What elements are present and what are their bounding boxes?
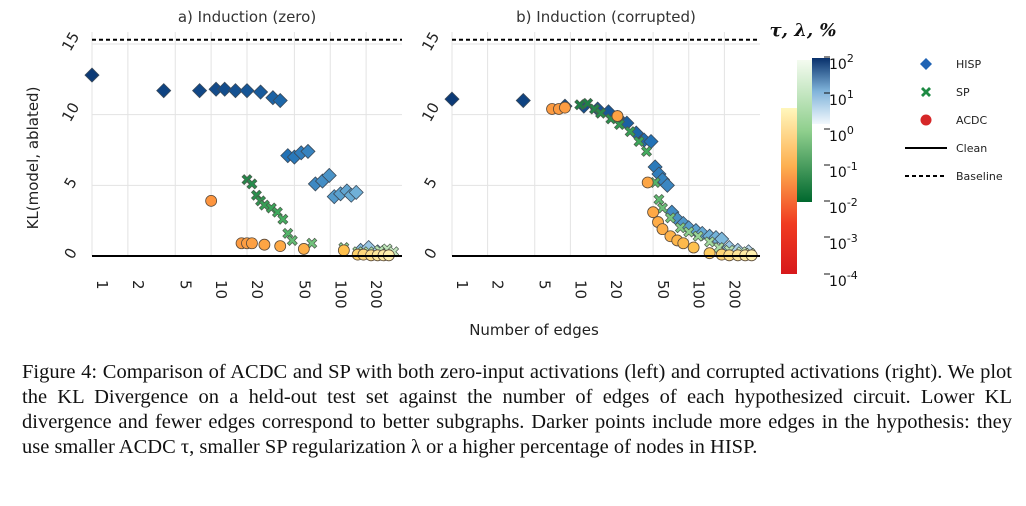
sp-point: [641, 145, 653, 157]
x-tick-label: 1: [93, 280, 111, 290]
acdc-point: [647, 206, 660, 219]
y-tick-label: 15: [418, 29, 443, 55]
hisp-point: [156, 83, 172, 99]
acdc-point: [258, 238, 271, 251]
hisp-point: [84, 67, 100, 83]
panel-induction-zero: 1 2 5 10 20 50 100 200 0 5 10 15 a) Induction (zero): [58, 8, 402, 309]
panel-induction-corrupted: 1 2 5 10 20 50 100 200 0 5 10 15 b) Induction (corru…: [418, 8, 760, 309]
sp-point: [286, 234, 298, 246]
x-tick-label: 50: [295, 280, 313, 299]
colorbar: τ, λ, % 102 101 100 10-1 10-2 10-3 10-4: [770, 20, 858, 290]
hisp-point: [192, 83, 208, 99]
sp-point: [277, 213, 289, 225]
y-tick-label: 10: [418, 99, 443, 125]
panel-title: b) Induction (corrupted): [516, 8, 696, 26]
legend-label: SP: [956, 86, 970, 99]
x-tick-label: 100: [331, 280, 349, 309]
sp-point: [692, 230, 704, 242]
hisp-point: [227, 83, 244, 99]
hisp-point: [348, 184, 364, 200]
colorbar-tick-label: 10-2: [829, 196, 858, 217]
x-axis-label: Number of edges: [469, 321, 599, 339]
hisp-point: [300, 143, 316, 159]
legend-label: HISP: [956, 58, 981, 71]
x-tick-label: 10: [571, 280, 589, 299]
hisp-point: [321, 167, 337, 184]
colorbar-tick-label: 102: [829, 52, 854, 73]
hisp-point: [515, 92, 531, 109]
acdc-point: [337, 244, 350, 257]
acdc-point: [297, 243, 310, 255]
y-tick-label: 5: [420, 174, 440, 191]
legend: HISP SP ACDC Clean Baseline: [905, 58, 1003, 183]
legend-label: Baseline: [956, 170, 1003, 183]
legend-acdc-icon: [920, 114, 932, 126]
acdc-point: [703, 247, 716, 260]
legend-label: Clean: [956, 142, 987, 155]
hisp-point: [659, 177, 675, 193]
x-tick-label: 100: [690, 280, 708, 309]
colorbar-tick-label: 10-3: [829, 232, 858, 253]
x-tick-label: 200: [725, 280, 743, 309]
sp-point: [246, 178, 258, 190]
y-axis-label: KL(model, ablated): [24, 87, 42, 230]
acdc-point: [246, 237, 258, 250]
colorbar-tick-label: 10-4: [829, 269, 858, 290]
x-tick-label: 20: [607, 280, 625, 299]
hisp-point: [444, 91, 460, 107]
panel-title: a) Induction (zero): [178, 8, 316, 26]
acdc-point: [611, 110, 624, 122]
x-tick-label: 2: [129, 280, 147, 290]
x-tick-label: 1: [453, 280, 471, 290]
sp-point: [683, 226, 695, 238]
figure-caption: Figure 4: Comparison of ACDC and SP with…: [22, 361, 1012, 458]
colorbar-tick-label: 100: [829, 124, 854, 145]
sp-point: [653, 193, 665, 205]
colorbar-label: τ, λ, %: [770, 20, 837, 41]
y-tick-label: 10: [58, 99, 83, 125]
colorbar-blue: [812, 58, 830, 124]
y-tick-label: 0: [420, 245, 440, 262]
x-tick-label: 2: [489, 280, 507, 290]
colorbar-red: [781, 108, 797, 274]
acdc-point: [656, 223, 669, 236]
sp-point: [613, 119, 625, 131]
x-tick-label: 50: [654, 280, 672, 299]
colorbar-tick-label: 10-1: [829, 160, 858, 181]
sp-point: [633, 136, 645, 148]
legend-hisp-icon: [920, 58, 932, 70]
x-tick-label: 5: [176, 280, 194, 290]
acdc-point: [274, 240, 287, 253]
x-tick-label: 5: [536, 280, 554, 290]
x-tick-label: 10: [212, 280, 230, 299]
colorbar-green: [797, 60, 812, 202]
legend-label: ACDC: [956, 114, 987, 127]
hisp-point: [253, 84, 269, 100]
sp-point: [664, 212, 676, 224]
legend-sp-icon: [921, 87, 931, 97]
colorbar-tick-label: 101: [829, 88, 854, 109]
sp-point: [656, 202, 668, 214]
y-tick-label: 15: [58, 29, 83, 55]
hisp-point: [217, 81, 233, 97]
acdc-point: [641, 176, 654, 189]
hisp-point: [239, 83, 255, 99]
acdc-point: [559, 101, 571, 114]
x-tick-label: 200: [367, 280, 385, 309]
sp-point: [624, 126, 636, 138]
y-tick-label: 5: [60, 174, 80, 191]
acdc-point: [205, 194, 218, 207]
acdc-point: [677, 237, 690, 250]
x-tick-label: 20: [248, 280, 266, 299]
acdc-point: [687, 241, 700, 254]
hisp-point: [272, 92, 288, 109]
y-tick-label: 0: [60, 245, 80, 262]
